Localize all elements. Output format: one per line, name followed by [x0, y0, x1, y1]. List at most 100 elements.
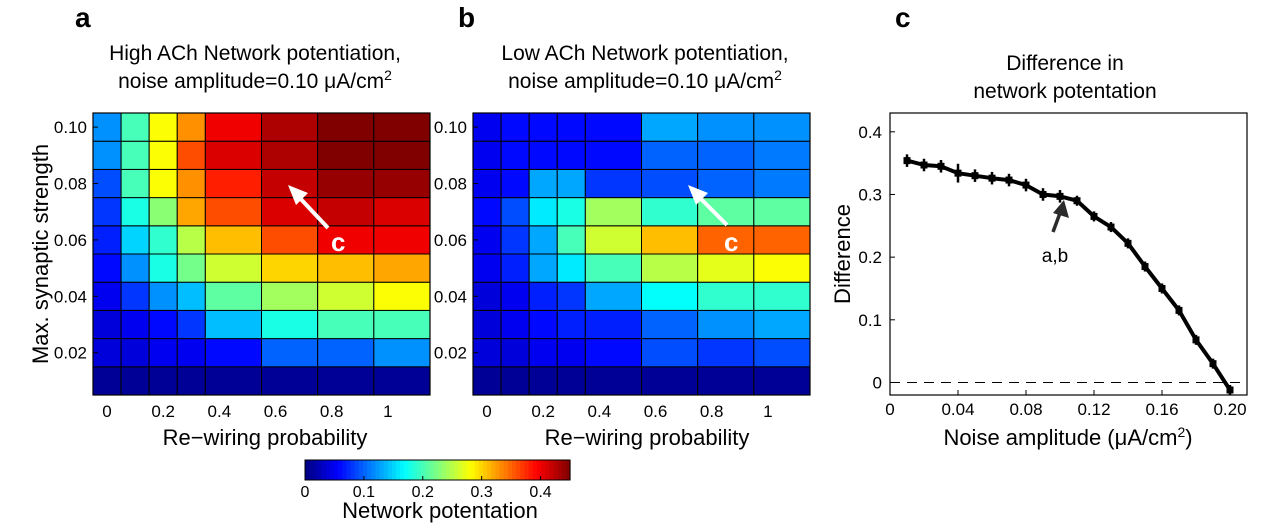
heatmap-cell: [317, 140, 375, 170]
colorbar-segment: [329, 460, 335, 480]
panel-b-title-unit: A/cm: [726, 70, 774, 93]
colorbar-segment: [358, 460, 364, 480]
colorbar-segment: [557, 460, 563, 480]
heatmap-cell: [641, 281, 699, 311]
line-c-frame: [889, 112, 1248, 396]
heatmap-cell: [176, 366, 206, 396]
colorbar-segment: [305, 460, 310, 480]
heatmap-cell: [528, 253, 558, 283]
heatmap-cell: [148, 281, 178, 311]
panel-b-title-prefix: noise amplitude=0.10: [508, 70, 714, 93]
y-tick-label: 0.3: [858, 185, 882, 204]
heatmap-cell: [92, 366, 122, 396]
heatmap-cell: [556, 366, 586, 396]
panel-a-title-line1: High ACh Network potentiation,: [109, 42, 401, 65]
heatmap-a-arrow: [288, 185, 330, 230]
panel-a: a High ACh Network potentiation, noise a…: [28, 2, 431, 450]
heatmap-cell: [261, 168, 319, 199]
heatmap-cell: [584, 253, 642, 283]
heatmap-cell: [204, 281, 262, 311]
heatmap-cell: [528, 140, 558, 170]
heatmap-cell: [697, 281, 755, 311]
data-point: [1141, 263, 1149, 271]
colorbar: 0 0.1 0.2 0.3 0.4 Network potentation: [301, 459, 571, 523]
colorbar-segment: [313, 460, 319, 480]
heatmap-cell: [373, 112, 431, 142]
data-point: [1158, 284, 1166, 292]
heatmap-cell: [697, 309, 755, 340]
heatmap-cell: [176, 168, 206, 199]
data-point: [1107, 223, 1115, 231]
heatmap-cell: [753, 197, 811, 227]
colorbar-segment: [524, 460, 530, 480]
x-tick-label: 0: [885, 400, 894, 419]
data-point: [1226, 386, 1234, 394]
heatmap-cell: [584, 309, 642, 340]
heatmap-cell: [697, 366, 755, 396]
x-tick-label: 0.6: [644, 402, 668, 421]
heatmap-cell: [528, 225, 558, 255]
heatmap-cell: [584, 281, 642, 311]
colorbar-segment: [408, 460, 414, 480]
heatmap-cell: [697, 338, 755, 368]
heatmap-cell: [148, 253, 178, 283]
heatmap-cell: [176, 225, 206, 255]
heatmap-cell: [261, 225, 319, 255]
x-tick-label: 0.4: [588, 402, 612, 421]
heatmap-cell: [92, 309, 122, 340]
heatmap-cell: [120, 338, 150, 368]
x-tick-label: 0.8: [700, 402, 724, 421]
panel-a-title-unit: A/cm: [336, 70, 384, 93]
colorbar-tick-label: 0.4: [529, 484, 551, 501]
heatmap-cell: [556, 253, 586, 283]
line-c-y-ticks: 0 0.1 0.2 0.3 0.4: [858, 123, 895, 392]
heatmap-cell: [500, 140, 530, 170]
heatmap-cell: [500, 225, 530, 255]
y-tick-label: 0.2: [858, 248, 882, 267]
panel-a-title-sup: 2: [384, 67, 392, 83]
colorbar-segment: [416, 460, 422, 480]
heatmap-a-ylabel: Max. synaptic strength: [28, 144, 53, 364]
line-c-ylabel: Difference: [830, 204, 855, 304]
heatmap-cell: [148, 338, 178, 368]
data-point: [988, 174, 996, 182]
colorbar-tick-label: 0.3: [471, 484, 493, 501]
colorbar-segment: [466, 460, 472, 480]
y-tick-label: 0.08: [54, 175, 87, 194]
colorbar-segment: [549, 460, 555, 480]
y-tick-label: 0.08: [434, 175, 467, 194]
heatmap-cell: [261, 281, 319, 311]
x-tick-label: 0.2: [151, 402, 175, 421]
heatmap-cell: [641, 338, 699, 368]
heatmap-cell: [556, 112, 586, 142]
colorbar-segment: [350, 460, 356, 480]
colorbar-segment: [391, 460, 397, 480]
heatmap-cell: [556, 140, 586, 170]
y-tick-label: 0.02: [434, 344, 467, 363]
data-point: [1192, 336, 1200, 344]
x-tick-label: 0.4: [208, 402, 232, 421]
heatmap-cell: [500, 309, 530, 340]
heatmap-cell: [753, 253, 811, 283]
heatmap-cell: [261, 338, 319, 368]
panel-letter-b: b: [458, 2, 475, 33]
heatmap-cell: [317, 253, 375, 283]
heatmap-cell: [261, 253, 319, 283]
heatmap-a-frame: [92, 112, 431, 396]
x-tick-label: 0.16: [1145, 400, 1178, 419]
x-tick-label: 1: [383, 402, 392, 421]
heatmap-cell: [472, 253, 502, 283]
y-tick-label: 0.4: [858, 123, 882, 142]
heatmap-b-y-ticks: 0.02 0.04 0.06 0.08 0.10: [434, 118, 478, 363]
heatmap-cell: [261, 112, 319, 142]
colorbar-segment: [512, 460, 517, 480]
colorbar-segment: [309, 460, 314, 480]
data-point: [903, 157, 911, 165]
colorbar-segment: [333, 460, 339, 480]
heatmap-cell: [556, 168, 586, 199]
heatmap-cell: [373, 253, 431, 283]
heatmap-cell: [204, 366, 262, 396]
panel-b-title-sup: 2: [774, 67, 782, 83]
colorbar-frame: [304, 459, 571, 481]
heatmap-cell: [317, 309, 375, 340]
